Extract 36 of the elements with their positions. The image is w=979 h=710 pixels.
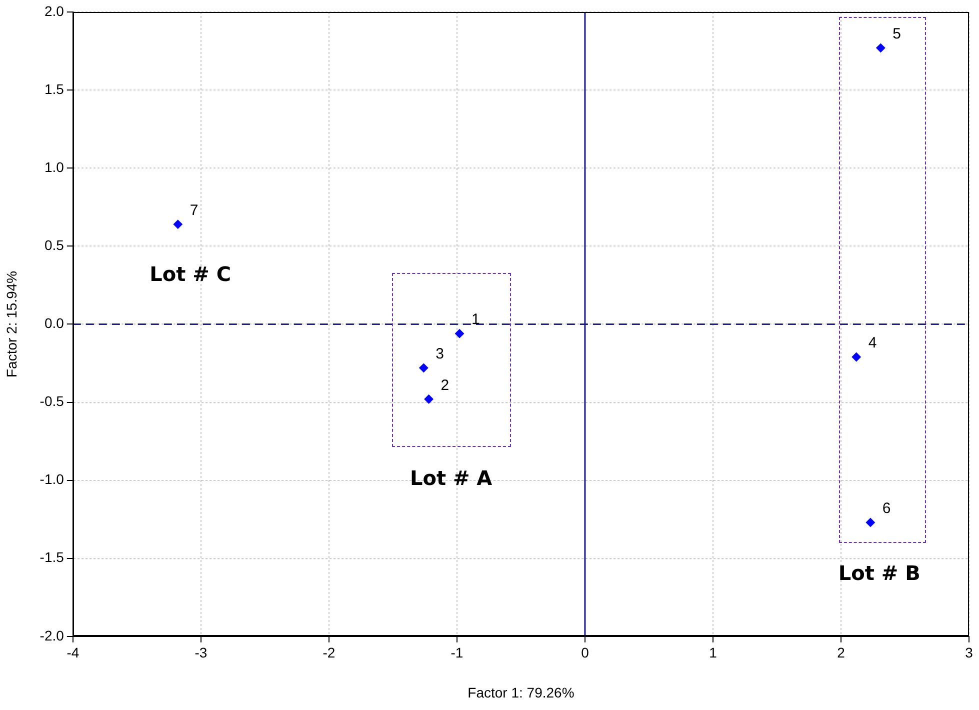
annotation: 4 [868, 334, 877, 352]
x-tick-label: -4 [66, 644, 80, 661]
point [876, 43, 886, 52]
y-tick-label: 1.5 [44, 80, 64, 97]
point [455, 329, 464, 338]
annotation: 2 [440, 376, 450, 394]
annotation: 7 [190, 202, 198, 219]
y-tick-label: 1.0 [44, 158, 64, 175]
point [419, 363, 428, 372]
annotation: 1 [472, 311, 480, 328]
y-tick-label: 2.0 [44, 2, 64, 19]
point [866, 518, 875, 527]
annotation: 6 [882, 500, 891, 518]
annotation: Lot # C [150, 262, 231, 286]
x-tick-label: -2 [322, 644, 336, 661]
y-tick-label: -1.5 [40, 549, 64, 566]
x-tick-label: 0 [581, 644, 590, 661]
x-tick-label: -3 [194, 644, 208, 661]
y-tick-label: -1.0 [40, 471, 64, 488]
y-tick-label: 0.0 [44, 315, 64, 332]
x-tick-label: 3 [965, 644, 974, 661]
annotation: Lot # A [410, 466, 492, 490]
y-axis-title: Factor 2: 15.94% [3, 270, 20, 378]
x-tick-label: 1 [709, 644, 718, 661]
y-tick-label: -0.5 [40, 393, 64, 410]
point [173, 220, 182, 229]
annotation: 3 [436, 346, 444, 363]
annotation: 5 [892, 26, 902, 43]
y-tick-label: 0.5 [44, 237, 64, 254]
point [852, 352, 861, 362]
x-tick-label: -1 [450, 644, 464, 661]
y-tick-label: -2.0 [40, 627, 64, 644]
x-axis-title: Factor 1: 79.26% [468, 684, 574, 700]
x-tick-label: 2 [837, 644, 846, 661]
annotation: Lot # B [838, 561, 920, 586]
point [424, 394, 434, 404]
